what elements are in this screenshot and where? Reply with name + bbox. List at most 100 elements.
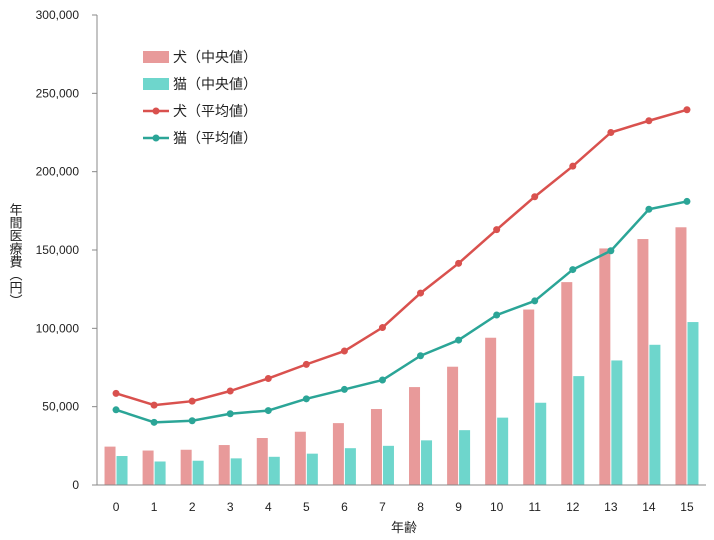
cat-median-bar (497, 417, 509, 485)
x-tick-label: 6 (341, 500, 348, 514)
dog-median-bar (409, 387, 421, 485)
dog-median-bar (561, 282, 573, 485)
y-tick-label: 150,000 (36, 243, 80, 257)
y-tick-label: 250,000 (36, 86, 80, 100)
cat-median-bar (268, 456, 280, 485)
cat-median-bar (230, 458, 242, 485)
dog-median-bar (370, 409, 382, 485)
cat-mean-line (115, 200, 688, 424)
y-tick-label: 0 (72, 478, 79, 492)
x-tick-label: 13 (604, 500, 618, 514)
dog-median-bar (332, 423, 344, 485)
dog-mean-point (455, 259, 463, 267)
dog-median-bar (637, 239, 649, 485)
x-tick-label: 2 (189, 500, 196, 514)
dog-mean-point (150, 401, 158, 409)
x-tick-label: 15 (680, 500, 694, 514)
dog-median-bar (142, 450, 154, 485)
x-tick-label: 3 (227, 500, 234, 514)
legend-dog-median-swatch (143, 51, 169, 63)
dog-mean-point (302, 360, 310, 368)
cat-median-bar (154, 461, 166, 485)
dog-median-bar (523, 309, 535, 485)
dog-mean-line (115, 108, 688, 407)
cat-median-bar (573, 376, 585, 485)
dog-median-bar (104, 446, 116, 485)
y-tick-labels: 0 50,000 100,000 150,000 200,000 250,000 300,0… (36, 8, 80, 492)
x-tick-label: 11 (528, 500, 541, 514)
dog-mean-point (188, 397, 196, 405)
dog-mean-point (645, 117, 653, 125)
cat-mean-point (493, 311, 501, 319)
cat-mean-point (226, 410, 234, 418)
x-tick-label: 10 (490, 500, 504, 514)
cat-median-bar (306, 453, 318, 485)
x-tick-label: 5 (303, 500, 310, 514)
cat-median-bar (192, 460, 204, 485)
y-tick-label: 200,000 (36, 165, 80, 179)
x-tick-label: 9 (455, 500, 462, 514)
legend-dog-mean-label: 犬（平均値） (173, 104, 257, 120)
dog-mean-point (226, 387, 234, 395)
cat-mean-point (264, 407, 272, 415)
x-tick-labels: 0 1 2 3 4 5 6 7 8 9 10 11 12 13 14 15 (113, 500, 694, 514)
dog-mean-point (683, 106, 691, 114)
legend-dog-mean-marker (152, 107, 160, 115)
dog-mean-point (264, 374, 272, 382)
cat-mean-point (302, 395, 310, 403)
cat-median-bar (344, 448, 356, 485)
dog-median-bar (485, 337, 497, 485)
x-tick-label: 4 (265, 500, 272, 514)
dog-mean-point (493, 226, 501, 234)
dog-mean-point (112, 389, 120, 397)
bars-layer (104, 227, 699, 486)
dog-mean-point (607, 129, 615, 136)
cat-median-bar (421, 440, 433, 485)
cat-mean-point (150, 418, 158, 426)
cat-mean-point (531, 297, 539, 305)
lines-layer (112, 106, 691, 426)
dog-mean-point (531, 193, 539, 201)
dog-mean-point (378, 324, 386, 332)
cat-median-bar (116, 456, 128, 485)
y-tick-label: 300,000 (36, 8, 80, 22)
cat-median-bar (687, 322, 699, 485)
cat-mean-point (188, 417, 196, 425)
x-tick-label: 0 (113, 500, 120, 514)
y-tick-label: 100,000 (36, 321, 80, 335)
x-tick-label: 14 (642, 500, 656, 514)
dog-median-bar (256, 438, 268, 485)
legend-cat-median-swatch (143, 78, 169, 90)
dog-mean-point (569, 162, 577, 170)
legend-cat-mean-label: 猫（平均値） (173, 131, 257, 147)
dog-median-bar (218, 445, 230, 485)
y-tick-label: 50,000 (42, 400, 79, 414)
axes-layer (92, 14, 706, 486)
dog-mean-point (340, 347, 348, 355)
legend-dog-median-label: 犬（中央値） (173, 50, 257, 66)
x-tick-label: 7 (379, 500, 386, 514)
cat-mean-point (683, 197, 691, 205)
cat-median-bar (459, 430, 471, 485)
dog-mean-point (417, 289, 425, 297)
cat-mean-point (455, 336, 463, 344)
legend-cat-mean-marker (152, 134, 160, 142)
x-tick-label: 12 (566, 500, 580, 514)
x-tick-label: 1 (151, 500, 158, 514)
dog-median-bar (599, 248, 611, 485)
cat-median-bar (611, 360, 623, 485)
dog-median-bar (675, 227, 687, 486)
legend: 犬（中央値） 猫（中央値） 犬（平均値） 猫（平均値） (143, 50, 257, 147)
cat-mean-point (569, 266, 577, 274)
cat-median-bar (382, 445, 394, 485)
cat-mean-point (340, 385, 348, 393)
cat-median-bar (535, 402, 547, 485)
dog-median-bar (447, 366, 459, 485)
cat-mean-point (607, 247, 615, 255)
y-axis-title: 年間医療費（円） (7, 203, 23, 307)
x-tick-label: 8 (417, 500, 424, 514)
cat-median-bar (649, 344, 661, 485)
x-axis-title: 年齢 (391, 521, 417, 536)
dog-median-bar (294, 431, 306, 485)
